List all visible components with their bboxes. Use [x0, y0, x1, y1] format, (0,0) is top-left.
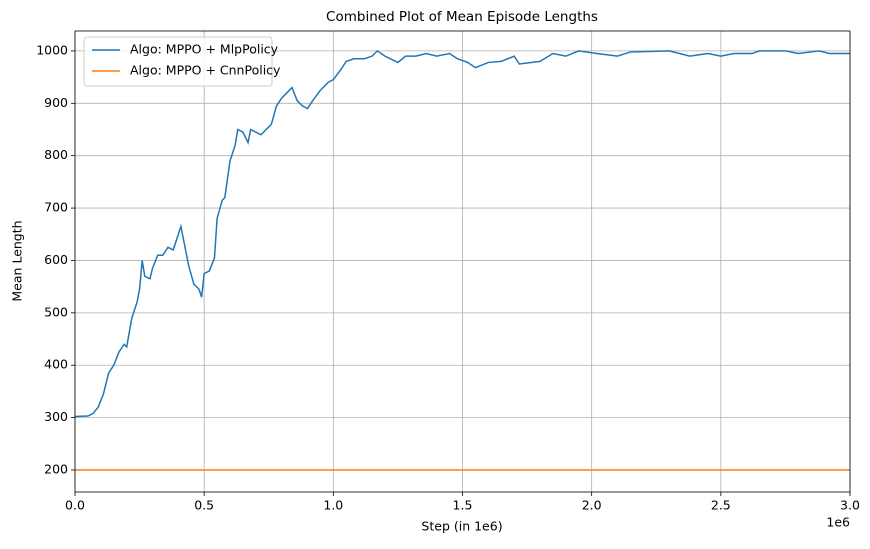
x-tick-label: 2.0	[582, 498, 602, 513]
legend-box	[83, 36, 273, 87]
plot-frame	[74, 30, 851, 493]
x-offset-label: 1e6	[826, 515, 850, 530]
y-tick-label: 600	[44, 252, 68, 267]
y-tick-label: 900	[44, 95, 68, 110]
y-tick-label: 400	[44, 357, 68, 372]
chart-title: Combined Plot of Mean Episode Lengths	[326, 9, 598, 25]
y-tick-label: 300	[44, 409, 68, 424]
y-axis-label: Mean Length	[10, 220, 25, 301]
x-axis-label: Step (in 1e6)	[421, 519, 502, 534]
line-series	[74, 49, 850, 418]
y-tick-label: 1000	[36, 42, 68, 57]
x-tick-label: 1.0	[323, 498, 343, 513]
legend-label: Algo: MPPO + MlpPolicy	[130, 42, 279, 57]
legend: Algo: MPPO + MlpPolicy Algo: MPPO + CnnPo…	[83, 36, 281, 87]
y-tick-label: 800	[44, 147, 68, 162]
legend-label: Algo: MPPO + CnnPolicy	[130, 63, 281, 78]
x-tick-label: 1.5	[453, 498, 473, 513]
y-tick-label: 500	[44, 304, 68, 319]
y-tick-label: 200	[44, 461, 68, 476]
x-tick-label: 0.5	[194, 498, 214, 513]
x-tick-label: 0.0	[65, 498, 85, 513]
x-tick-label: 3.0	[840, 498, 860, 513]
x-tick-label: 2.5	[711, 498, 731, 513]
y-tick-label: 700	[44, 200, 68, 215]
